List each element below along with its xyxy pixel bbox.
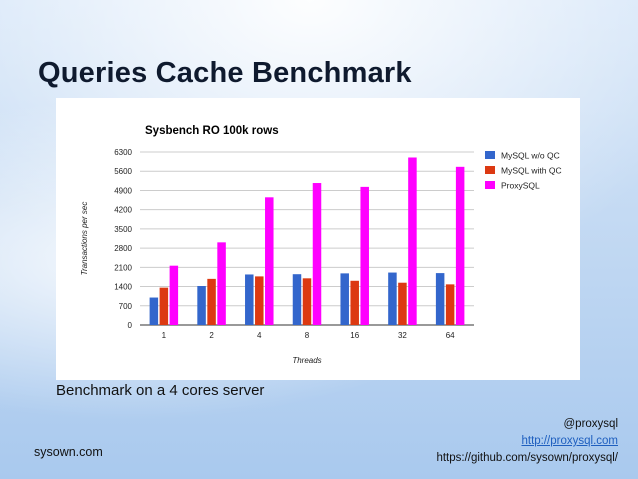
bar [159, 287, 169, 325]
chart-title: Sysbench RO 100k rows [145, 125, 279, 137]
y-tick-label: 4200 [114, 206, 132, 215]
bar [398, 282, 407, 325]
y-tick-label: 0 [128, 321, 133, 330]
x-tick-label: 64 [446, 331, 455, 340]
x-axis-label: Threads [292, 356, 321, 365]
y-tick-label: 5600 [114, 167, 132, 176]
chart-panel: Sysbench RO 100k rows 0 700 1400 2100 2800 350… [56, 98, 580, 380]
bar [350, 280, 359, 325]
legend-label: MySQL w/o QC [501, 151, 560, 161]
y-tick-label: 1400 [114, 283, 132, 292]
legend-label: ProxySQL [501, 181, 540, 191]
bar [197, 286, 206, 325]
bar [312, 183, 322, 325]
bar [360, 186, 369, 325]
y-tick-label: 4900 [114, 186, 132, 195]
bar [455, 166, 465, 325]
bar [292, 274, 302, 325]
footer-contact: @proxysql http://proxysql.com https://gi… [436, 416, 618, 467]
legend-label: MySQL with QC [501, 166, 562, 176]
bar [302, 278, 312, 325]
bar [169, 265, 179, 325]
x-tick-label: 1 [162, 331, 167, 340]
x-tick-label: 16 [350, 331, 359, 340]
bar [408, 157, 417, 325]
slide-title: Queries Cache Benchmark [38, 57, 412, 89]
benchmark-chart: Sysbench RO 100k rows 0 700 1400 2100 2800 350… [80, 125, 562, 365]
x-tick-label: 2 [209, 331, 214, 340]
x-tick-label: 32 [398, 331, 407, 340]
y-tick-label: 2800 [114, 244, 132, 253]
slide-caption: Benchmark on a 4 cores server [56, 382, 265, 399]
x-tick-label: 8 [305, 331, 310, 340]
bar [149, 297, 159, 325]
legend-swatch [485, 181, 495, 189]
footer-site-link[interactable]: http://proxysql.com [521, 435, 618, 447]
bar [265, 197, 274, 325]
y-tick-label: 6300 [114, 148, 132, 157]
footer-website: sysown.com [34, 445, 103, 459]
x-tick-label: 4 [257, 331, 262, 340]
bar [445, 284, 455, 325]
bar [255, 276, 264, 325]
y-tick-label: 3500 [114, 225, 132, 234]
y-axis-label: Transactions per sec [80, 202, 89, 276]
bar [435, 273, 445, 325]
bar [207, 278, 216, 325]
bar [340, 273, 349, 325]
bar [217, 242, 226, 325]
bar [245, 274, 254, 325]
y-tick-label: 700 [119, 302, 133, 311]
footer-handle: @proxysql [563, 418, 619, 430]
legend-swatch [485, 151, 495, 159]
bar [388, 272, 397, 325]
legend-swatch [485, 166, 495, 174]
footer-repo: https://github.com/sysown/proxysql/ [436, 452, 618, 464]
y-tick-label: 2100 [114, 263, 132, 272]
